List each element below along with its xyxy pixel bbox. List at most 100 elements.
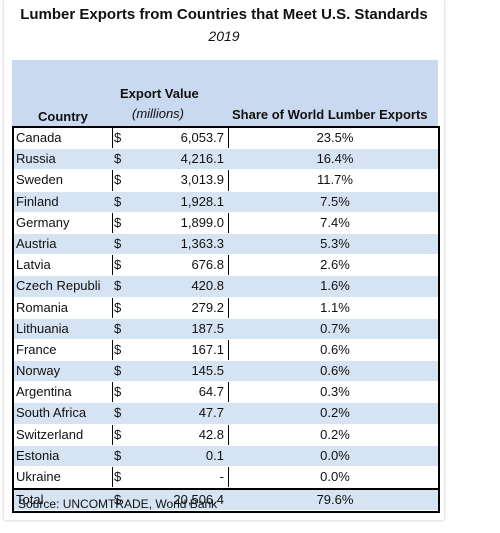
currency-cell: $ [114, 320, 122, 336]
currency-cell: $ [114, 341, 122, 357]
page-subtitle: 2019 [208, 28, 240, 44]
country-cell: Total [16, 492, 44, 508]
country-cell: South Africa [16, 405, 87, 421]
export-value-cell: 42.8 [198, 426, 224, 442]
country-cell: Romania [16, 299, 69, 315]
country-cell: Lithuania [16, 320, 69, 336]
share-cell: 16.4% [316, 151, 354, 167]
export-value-cell: 1,363.3 [180, 235, 224, 251]
currency-cell: $ [114, 151, 122, 167]
share-cell: 0.3% [320, 384, 350, 400]
table-row: Sweden $3,013.9 11.7% [14, 170, 438, 192]
country-cell: Latvia [16, 257, 51, 273]
country-cell: Estonia [16, 447, 60, 463]
source-note: Source: UNCOMTRADE, World Bank [18, 497, 218, 511]
country-cell: Germany [16, 214, 70, 230]
document-frame: Lumber Exports from Countries that Meet … [4, 0, 444, 520]
table-row: France $167.1 0.6% [14, 340, 438, 362]
share-cell: 1.6% [320, 278, 350, 294]
share-cell: 0.7% [320, 320, 350, 336]
data-table: Canada $6,053.7 23.5% Russia $4,216.1 16.4% Sw… [12, 126, 440, 514]
country-cell: Russia [16, 151, 56, 167]
table-row: Norway $145.5 0.6% [14, 361, 438, 383]
currency-cell: $ [114, 130, 122, 145]
export-value-cell: 0.1 [205, 447, 224, 463]
total-row: Total $20,506.4 79.6% [14, 488, 438, 512]
table-row: South Africa $47.7 0.2% [14, 403, 438, 425]
table-row: Estonia $0.1 0.0% [14, 445, 438, 467]
export-value-cell: 145.5 [191, 363, 224, 379]
currency-cell: $ [114, 193, 122, 209]
country-cell: Sweden [16, 172, 63, 188]
share-cell: 7.5% [320, 193, 350, 209]
currency-cell: $ [114, 214, 122, 230]
table-row: Switzerland $42.8 0.2% [14, 425, 438, 446]
table-row: Latvia $676.8 2.6% [14, 255, 438, 277]
currency-cell: $ [114, 469, 122, 484]
share-cell: 0.2% [320, 426, 350, 442]
table-row: Russia $4,216.1 16.4% [14, 149, 438, 171]
table-header: Country Export Value (millions) Share of… [12, 60, 438, 126]
header-country: Country [38, 109, 88, 124]
header-export-value: Export Value [120, 86, 199, 101]
currency-cell: $ [114, 257, 122, 273]
table-row: Canada $6,053.7 23.5% [14, 128, 438, 150]
export-value-cell: 20,506.4 [173, 492, 224, 508]
header-export-unit: (millions) [132, 106, 184, 121]
export-value-cell: 47.7 [198, 405, 224, 421]
share-cell: 0.2% [320, 405, 350, 421]
share-cell: 5.3% [320, 235, 350, 251]
currency-cell: $ [114, 299, 122, 315]
table-row: Czech Republi $420.8 1.6% [14, 276, 438, 298]
share-cell: 0.0% [320, 447, 350, 463]
currency-cell: $ [114, 426, 122, 442]
export-value-cell: 676.8 [191, 257, 224, 273]
share-cell: 0.0% [320, 469, 350, 484]
country-cell: Norway [16, 363, 61, 379]
country-cell: Ukraine [16, 469, 61, 484]
export-value-cell: 279.2 [191, 299, 224, 315]
table-row: Austria $1,363.3 5.3% [14, 233, 438, 256]
export-value-cell: 64.7 [198, 384, 224, 400]
country-cell: Finland [16, 193, 59, 209]
currency-cell: $ [114, 447, 122, 463]
currency-cell: $ [114, 384, 122, 400]
export-value-cell: - [219, 469, 224, 484]
currency-cell: $ [114, 278, 122, 294]
header-share: Share of World Lumber Exports [232, 107, 428, 122]
export-value-cell: 4,216.1 [180, 151, 224, 167]
export-value-cell: 420.8 [191, 278, 224, 294]
share-cell: 7.4% [320, 214, 350, 230]
table-row: Finland $1,928.1 7.5% [14, 191, 438, 213]
currency-cell: $ [114, 363, 122, 379]
export-value-cell: 1,899.0 [180, 214, 224, 230]
export-value-cell: 187.5 [191, 320, 224, 336]
table-row: Ukraine $ - 0.0% [14, 467, 438, 489]
share-cell: 0.6% [320, 341, 350, 357]
share-cell: 0.6% [320, 363, 350, 379]
table-row: Germany $1,899.0 7.4% [14, 213, 438, 234]
share-cell: 23.5% [316, 130, 354, 145]
country-cell: Czech Republi [16, 278, 101, 294]
currency-cell: $ [114, 492, 122, 508]
country-cell: Switzerland [16, 426, 84, 442]
country-cell: Argentina [16, 384, 72, 400]
export-value-cell: 1,928.1 [180, 193, 224, 209]
table-row: Argentina $64.7 0.3% [14, 382, 438, 404]
country-cell: Austria [16, 235, 57, 251]
country-cell: Canada [16, 130, 62, 145]
share-cell: 1.1% [320, 299, 350, 315]
export-value-cell: 167.1 [191, 341, 224, 357]
currency-cell: $ [114, 405, 122, 421]
share-cell: 11.7% [317, 172, 353, 188]
share-cell: 2.6% [320, 257, 350, 273]
export-value-cell: 6,053.7 [180, 130, 224, 145]
export-value-cell: 3,013.9 [180, 172, 224, 188]
country-cell: France [16, 341, 57, 357]
currency-cell: $ [114, 172, 122, 188]
table-row: Lithuania $187.5 0.7% [14, 318, 438, 340]
share-cell: 79.6% [316, 492, 354, 508]
table-row: Romania $279.2 1.1% [14, 298, 438, 319]
page-title: Lumber Exports from Countries that Meet … [20, 6, 428, 23]
currency-cell: $ [114, 235, 122, 251]
